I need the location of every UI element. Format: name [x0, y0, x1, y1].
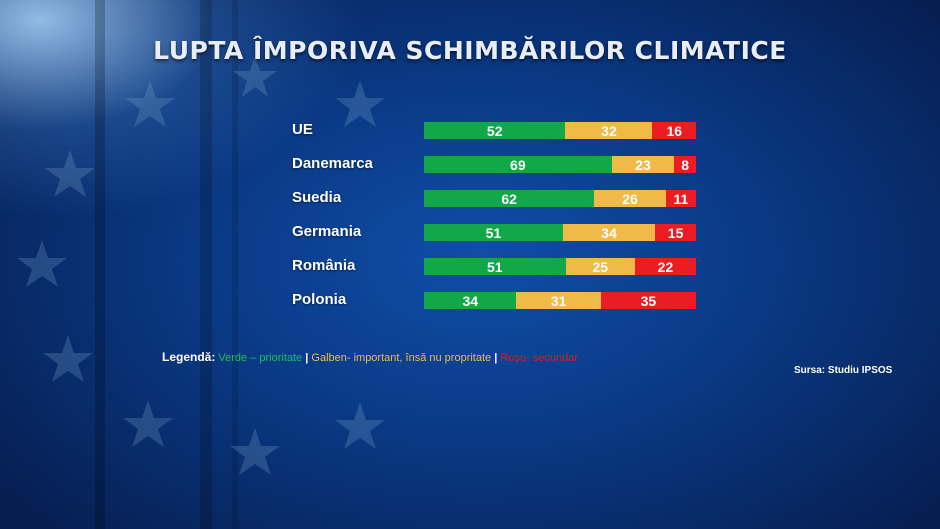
bar-segment: 62: [424, 190, 595, 207]
flag-star-icon: [230, 428, 280, 475]
chart-title: LUPTA ÎMPORIVA SCHIMBĂRILOR CLIMATICE: [153, 36, 787, 65]
bar-segment: 31: [516, 292, 601, 309]
flag-star-icon: [45, 150, 95, 197]
flag-star-icon: [17, 240, 67, 287]
data-label: 11: [673, 190, 689, 207]
bar-segment: 8: [674, 156, 696, 173]
flag-star-icon: [335, 80, 385, 127]
data-label: 69: [510, 156, 526, 173]
flag-star-icon: [43, 335, 93, 382]
legend: Legendă: Verde – prioritate | Galben- im…: [162, 350, 578, 364]
stacked-bar: 51 25 22: [424, 258, 696, 275]
data-label: 32: [601, 122, 617, 139]
stacked-bar: 69 23 8: [424, 156, 696, 173]
data-label: 51: [485, 224, 502, 241]
category-label: România: [292, 257, 356, 274]
data-label: 34: [601, 224, 617, 241]
legend-separator: |: [305, 352, 309, 364]
bar-segment: 16: [652, 122, 696, 139]
bar-segment: 51: [424, 258, 566, 275]
data-label: 23: [635, 156, 651, 173]
legend-item-red: Roșu- secundar: [500, 352, 579, 364]
flag-star-icon: [233, 55, 277, 97]
bar-segment: 22: [634, 258, 696, 275]
data-label: 8: [681, 156, 689, 173]
bar-segment: 51: [424, 224, 563, 241]
data-label: 62: [501, 190, 517, 207]
flag-star-icon: [335, 402, 385, 449]
bar-segment: 52: [424, 122, 566, 139]
data-label: 52: [486, 122, 503, 139]
bar-segment: 11: [665, 190, 696, 207]
data-label: 34: [462, 292, 479, 309]
stacked-bar: 34 31 35: [424, 292, 696, 309]
category-label: Suedia: [292, 189, 342, 206]
data-label: 22: [657, 258, 674, 275]
bar-segment: 34: [562, 224, 656, 241]
data-label: 51: [486, 258, 503, 275]
category-label: Polonia: [292, 291, 347, 308]
bar-segment: 35: [600, 292, 696, 309]
bar-segment: 32: [565, 122, 653, 139]
category-label: Germania: [292, 223, 362, 240]
legend-title: Legendă:: [162, 350, 216, 364]
stacked-bar: 52 32 16: [424, 122, 696, 139]
category-label: UE: [292, 121, 313, 138]
data-label: 15: [667, 224, 684, 241]
bar-segment: 23: [611, 156, 675, 173]
flag-star-icon: [125, 80, 175, 127]
flag-star-icon: [123, 400, 173, 447]
stacked-bar: 62 26 11: [424, 190, 696, 207]
stacked-bar: 51 34 15: [424, 224, 696, 241]
legend-item-green: Verde – prioritate: [218, 352, 303, 364]
data-label: 26: [622, 190, 638, 207]
bar-segment: 25: [565, 258, 635, 275]
bar-segment: 15: [655, 224, 696, 241]
bar-segment: 26: [594, 190, 666, 207]
data-label: 16: [666, 122, 683, 139]
data-label: 31: [550, 292, 567, 309]
legend-separator: |: [494, 352, 498, 364]
bar-segment: 69: [424, 156, 612, 173]
category-label: Danemarca: [292, 155, 373, 172]
data-label: 25: [592, 258, 609, 275]
legend-item-yellow: Galben- important, însă nu propritate: [311, 352, 492, 364]
bar-segment: 34: [424, 292, 517, 309]
data-label: 35: [640, 292, 657, 309]
source-note: Sursa: Studiu IPSOS: [794, 365, 893, 376]
